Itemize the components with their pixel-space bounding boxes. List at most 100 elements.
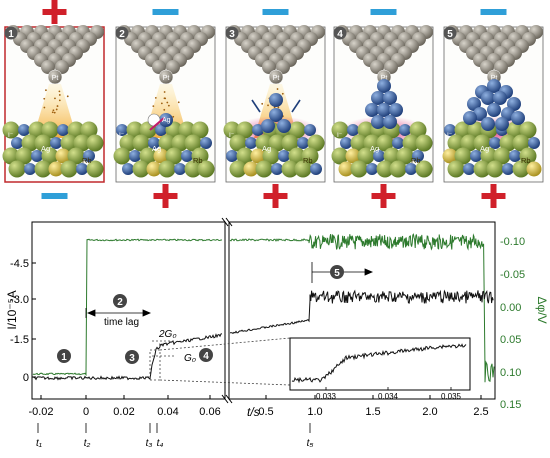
iodide-atom — [506, 121, 524, 139]
iodide-atom — [132, 160, 150, 178]
ion-dot — [56, 105, 59, 107]
ag-filament-atom — [487, 103, 501, 117]
minus-sign — [152, 9, 179, 15]
iodide-atom — [294, 160, 312, 178]
panel-number-badge — [4, 26, 18, 40]
iodide-atom — [191, 147, 209, 165]
x-tick: 1.5 — [365, 406, 380, 418]
plus-sign-v — [51, 0, 58, 24]
ag-label: Ag — [262, 144, 271, 153]
panel-bottom-sign-text: + — [334, 0, 335, 1]
iodide-atom — [197, 160, 215, 178]
iodide-atom — [184, 160, 202, 178]
pt-atom — [41, 60, 55, 74]
iodide-atom — [268, 134, 286, 152]
iodide-atom — [184, 134, 202, 152]
iodide-atom — [473, 134, 491, 152]
ion-dot — [45, 89, 47, 92]
iodide-atom — [460, 134, 478, 152]
current-trace-left — [32, 333, 223, 381]
time-marker-t4: t₄ — [157, 438, 164, 449]
ag-atom — [509, 150, 521, 162]
ag-atom — [304, 124, 316, 136]
ag-atom — [148, 137, 160, 149]
migration-arrow — [149, 117, 165, 131]
plot-marker-4: 4 — [203, 351, 209, 362]
ag-atom — [399, 124, 411, 136]
iodide-atom — [158, 160, 176, 178]
plot-marker-badge — [330, 265, 344, 279]
ag-atom — [297, 137, 309, 149]
iodide-atom — [415, 134, 433, 152]
panel-bottom-sign-text: + — [116, 0, 117, 1]
ion-dot — [261, 102, 264, 105]
plot-marker-badge — [199, 348, 213, 362]
pt-label: Pt — [273, 75, 280, 82]
iodide-atom — [357, 121, 375, 139]
rb-label: Rb — [521, 156, 531, 165]
plot-frame-right — [228, 221, 496, 400]
ag-label: Ag — [41, 144, 50, 153]
iodide-atom — [34, 134, 52, 152]
iodide-atom — [158, 134, 176, 152]
ag-filament: Ag — [147, 113, 173, 131]
iodide-atom — [480, 147, 498, 165]
plot-frame-left — [31, 221, 226, 400]
pt-atom — [276, 60, 290, 74]
ion-dot — [154, 96, 157, 99]
minus-sign — [262, 9, 289, 15]
time-marker-t2: t₂ — [84, 438, 91, 449]
panel-number-badge — [115, 26, 129, 40]
x-label: t/s — [247, 405, 260, 419]
iodide-atom — [86, 160, 104, 178]
y-right-tick: 0.10 — [500, 367, 521, 379]
ion-dot — [43, 106, 46, 109]
ag-filament — [251, 93, 301, 133]
panel-number: 1 — [8, 29, 14, 40]
inset: 0.033 0.034 0.035 — [289, 337, 471, 401]
iodide-atom — [126, 121, 144, 139]
iv-plot: I/10⁻⁵A -4.5 -3.0 -1.5 0 Δφ/V -0.10 -0.0… — [5, 217, 549, 449]
iodide-atom — [376, 160, 394, 178]
panel-bottom-sign: − — [41, 193, 68, 199]
ag-atom — [83, 150, 95, 162]
ag-filament-atom — [511, 111, 525, 125]
ion-dot — [277, 106, 280, 109]
substrate: Ag Rb I⁻ — [223, 121, 325, 178]
ag-filament-atom — [383, 91, 397, 105]
ag-atom — [122, 163, 134, 175]
iodide-atom — [255, 160, 273, 178]
x-tick: 0.5 — [258, 406, 273, 418]
plot-marker-5: 5 — [334, 268, 340, 279]
x-tick: 1.0 — [307, 406, 322, 418]
ag-ion-label: Ag — [162, 117, 171, 124]
g2-label: 2G₀ — [158, 329, 177, 340]
pt-label: Pt — [163, 75, 170, 82]
time-marker-t1: t₁ — [36, 438, 42, 449]
iodide-atom — [229, 134, 247, 152]
ag-filament-atom — [481, 91, 495, 105]
rb-atom — [55, 148, 71, 164]
panel-1: + Pt Ag Rb I⁻ 1 − — [2, 0, 105, 199]
ag-filament-atom — [487, 79, 501, 93]
ag-filament-atom — [377, 79, 391, 93]
iodide-atom — [86, 134, 104, 152]
pt-atom — [494, 60, 508, 74]
rb-atom — [48, 161, 64, 177]
ion-dot — [276, 88, 279, 90]
g1-label: G₀ — [184, 353, 196, 364]
ag-atom — [50, 137, 62, 149]
panel-bottom-sign-text: + — [226, 0, 227, 1]
x-tick: -0.02 — [28, 406, 53, 418]
ag-atom — [278, 150, 290, 162]
rb-atom — [243, 161, 259, 177]
ag-atom — [528, 137, 540, 149]
rb-atom — [153, 148, 169, 164]
pt-atom — [370, 60, 384, 74]
iodide-atom — [454, 147, 472, 165]
iodide-label: I⁻ — [8, 132, 14, 139]
iodide-label: I⁻ — [229, 132, 235, 139]
ag-label: Ag — [370, 144, 379, 153]
substrate: Ag Rb I⁻ — [442, 121, 542, 178]
minus-sign — [370, 9, 397, 15]
